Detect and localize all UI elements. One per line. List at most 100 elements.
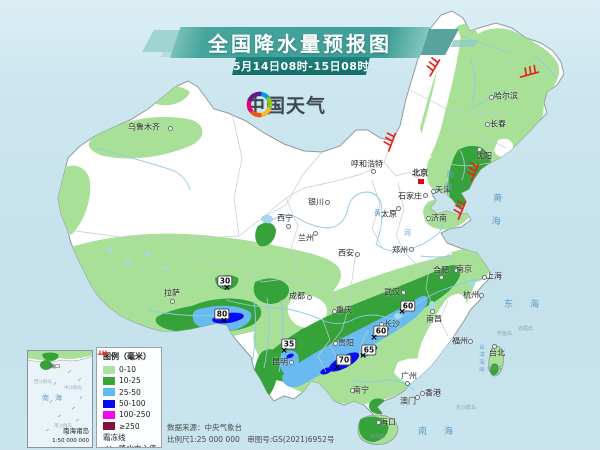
city-marker [478, 292, 484, 298]
sea-label: 东海 [504, 300, 557, 310]
city-label: 长沙 [384, 319, 400, 329]
frost-line-icon [97, 350, 109, 355]
city-label: 西宁 [277, 213, 293, 223]
china-weather-logo: 中国天气 [246, 91, 326, 118]
legend-item: ≥250 [103, 420, 161, 431]
city-label: 澳门 [400, 396, 416, 406]
city-marker [414, 394, 420, 400]
precip-center-value: 65 [361, 344, 377, 356]
city-marker [375, 419, 381, 425]
subtitle-banner: 5月14日08时-15日08时 [232, 57, 370, 75]
city-label: 成都 [289, 291, 305, 301]
city-marker [370, 168, 376, 174]
city-label: 上海 [486, 271, 502, 281]
city-label: 哈尔滨 [494, 91, 518, 101]
legend-item-label: ≥250 [119, 421, 140, 431]
city-marker [484, 121, 490, 127]
x-mark-icon: × [103, 444, 115, 447]
page-title: 全国降水量预报图 [208, 32, 392, 56]
legend-swatch [103, 399, 115, 408]
city-marker [438, 274, 444, 280]
capital-marker [418, 178, 424, 184]
frost-line-icon [512, 56, 544, 88]
city-label: 天津 [435, 185, 451, 195]
inset-island-label: 中沙群岛 [64, 386, 82, 391]
city-label: 南京 [456, 264, 472, 274]
city-marker [429, 308, 435, 314]
city-marker [169, 298, 175, 304]
city-marker [395, 205, 401, 211]
legend-item: 10-25 [103, 375, 161, 386]
data-source-text: 数据来源：中央气象台 [167, 423, 242, 432]
city-label: 南宁 [353, 385, 369, 395]
city-label: 福州 [452, 336, 468, 346]
forecast-period: 5月14日08时-15日08时 [233, 60, 369, 73]
capital-label: 北京 [412, 168, 428, 178]
legend-frost-label: 霜冻线 [103, 432, 126, 442]
city-label: 郑州 [392, 245, 408, 255]
city-label: 南昌 [426, 314, 442, 324]
title-banner: 全国降水量预报图 [170, 27, 430, 58]
city-marker [312, 230, 318, 236]
legend-swatch [103, 422, 115, 431]
precip-center-x-icon: × [359, 351, 367, 361]
precip-center-value: 35 [281, 338, 297, 350]
city-marker [306, 294, 312, 300]
legend-item-label: 50-100 [119, 399, 146, 409]
inset-map [28, 351, 92, 436]
precip-center-value: 70 [336, 354, 352, 366]
legend-swatch [103, 388, 115, 397]
legend-frost-row: 霜冻线 [97, 350, 161, 443]
river-label: 黄 [374, 209, 381, 217]
city-marker [404, 380, 410, 386]
inset-island-label: 南沙群岛 [54, 424, 72, 429]
city-marker [167, 125, 173, 131]
map-scale-text: 比例尺1:25 000 000 审图号:GS(2021)6952号 [167, 435, 335, 444]
city-label: 长春 [490, 119, 506, 129]
banner-streak-right-2 [450, 40, 478, 47]
city-label: 乌鲁木齐 [128, 122, 160, 132]
city-label: 武汉 [384, 287, 400, 297]
river-label: 河 [404, 229, 411, 237]
legend-center-row: × 降水中心值 [103, 443, 161, 447]
city-marker [453, 267, 459, 273]
precip-center-value: 60 [373, 325, 389, 337]
city-marker [481, 274, 487, 280]
legend-item: 0-10 [103, 364, 161, 375]
city-label: 重庆 [336, 305, 352, 315]
city-marker [285, 223, 291, 229]
city-label: 沈阳 [476, 151, 492, 161]
city-marker [488, 94, 494, 100]
precip-center-x-icon: × [220, 316, 228, 326]
city-marker [408, 246, 414, 252]
hainan-rain-patch [358, 416, 389, 442]
legend-item: 100-250 [103, 409, 161, 420]
city-marker [354, 251, 360, 257]
legend-center-label: 降水中心值 [119, 443, 157, 447]
legend-box: 图例（毫米） 0-10 10-25 25-50 50-100 100-250 ≥250 霜… [96, 347, 162, 448]
legend-swatch [103, 410, 115, 419]
inset-haikou-label: 海口 [50, 364, 61, 370]
sea-label: 海南岛 [370, 434, 386, 440]
city-label: 贵阳 [338, 338, 354, 348]
legend-item-label: 10-25 [119, 376, 141, 386]
city-marker [467, 338, 473, 344]
city-marker [288, 359, 294, 365]
city-label: 银川 [308, 197, 324, 207]
legend-item-label: 100-250 [119, 410, 151, 420]
sea-label: 南海 [418, 427, 471, 437]
city-label: 石家庄 [398, 191, 422, 201]
legend-item-label: 25-50 [119, 387, 141, 397]
city-label: 济南 [431, 213, 447, 223]
city-marker [476, 146, 482, 152]
city-label: 合肥 [433, 265, 449, 275]
legend-swatch [103, 376, 115, 385]
city-label: 台北 [489, 348, 505, 358]
city-marker [419, 390, 425, 396]
city-label: 太原 [381, 209, 397, 219]
sea-label: 东沙群岛 [456, 405, 477, 411]
frost-line-icon [417, 52, 447, 82]
city-marker [400, 289, 406, 295]
city-marker [430, 188, 436, 194]
